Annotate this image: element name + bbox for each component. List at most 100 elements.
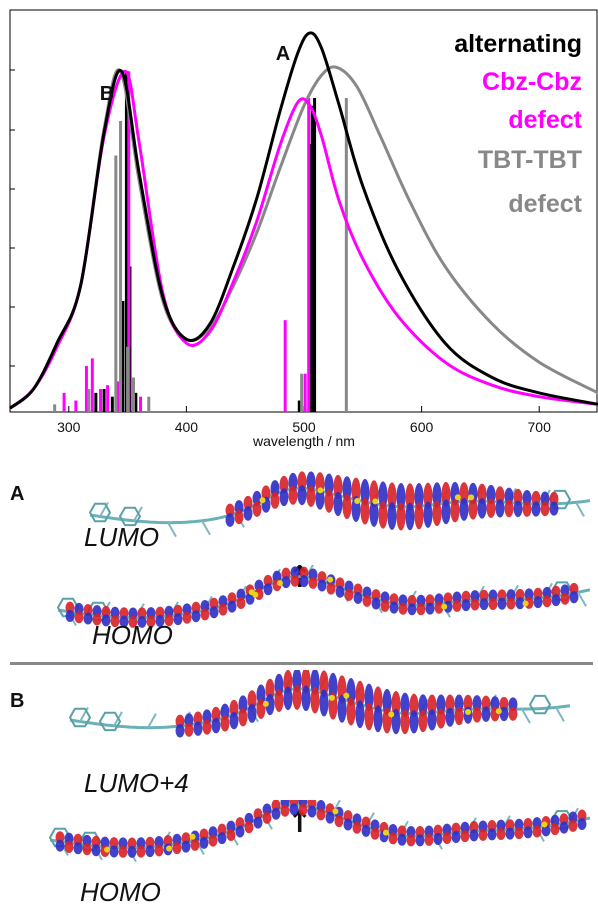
orbital-lobe: [490, 696, 500, 712]
orbital-lobe: [405, 502, 415, 531]
orbital-lobe: [436, 694, 446, 715]
orbital-lobe: [128, 607, 138, 620]
orbital-lobe: [292, 685, 302, 710]
orbital-lobe: [74, 602, 84, 615]
orbital-lobe: [235, 817, 245, 830]
orbital-lobe: [173, 604, 183, 617]
orbital-lobe: [182, 611, 192, 624]
orbital-lobe: [226, 820, 236, 833]
orbital-lobe: [388, 832, 398, 845]
orbital-lobe: [244, 812, 254, 825]
x-axis-label: wavelength / nm: [252, 433, 355, 449]
orbital-lobe: [352, 821, 362, 834]
orbital-lobe: [369, 499, 379, 527]
orbital-lobe: [451, 822, 461, 835]
orbital-lobe: [427, 709, 437, 731]
orbital-lobe: [364, 702, 374, 731]
orbital-lobe: [238, 695, 248, 714]
orbital-lobe: [569, 582, 579, 595]
orbital-lobe: [470, 598, 480, 611]
orbital-lobe: [137, 615, 147, 628]
orbital-lobe: [506, 597, 516, 610]
orbital-lobe: [175, 714, 185, 729]
orbital-lobe: [469, 829, 479, 842]
orbital-lobe: [290, 574, 300, 587]
orbital-lobe: [499, 706, 509, 722]
orbital-lobe: [407, 603, 417, 616]
sulfur-atom: [262, 700, 269, 707]
orbital-lobe: [64, 840, 74, 853]
orbital-lobe: [92, 613, 102, 626]
orbital-lobe: [441, 499, 451, 525]
orbital-lobe: [243, 495, 253, 511]
orbital-lobe: [389, 601, 399, 614]
orbital-lobe: [297, 471, 307, 492]
orbital-lobe: [334, 815, 344, 828]
orbital-lobe: [65, 609, 75, 622]
orbital-lobe: [433, 833, 443, 846]
orbital-lobe: [344, 588, 354, 601]
orbital-lobe: [181, 832, 191, 845]
orbital-lobe: [101, 614, 111, 627]
orbital-lobe: [136, 845, 146, 858]
orbital-lobe: [344, 580, 354, 593]
orbital-lobe: [488, 597, 498, 610]
orbital-lobe: [173, 613, 183, 626]
x-tick-label: 600: [410, 419, 434, 435]
orbital-lobe: [382, 707, 392, 734]
orbital-lobe: [109, 845, 119, 858]
sulfur-atom: [354, 497, 361, 504]
sulfur-atom: [332, 808, 339, 815]
orbital-lobe: [432, 482, 442, 509]
orbital-lobe: [290, 566, 300, 579]
orbital-lobe: [265, 678, 275, 701]
panel-a-homo-molecule: [56, 565, 591, 628]
orbital-lobe: [229, 699, 239, 718]
orbital-lobe: [226, 829, 236, 842]
orbital-lobe: [425, 594, 435, 607]
orbital-lobe: [382, 688, 392, 716]
orbital-lobe: [289, 803, 299, 816]
orbital-lobe: [505, 827, 515, 840]
orbital-lobe: [202, 709, 212, 725]
orbital-lobe: [236, 597, 246, 610]
orbital-lobe: [202, 719, 212, 735]
orbital-lobe: [199, 828, 209, 841]
orbital-lobe: [288, 472, 298, 492]
orbital-lobe: [319, 670, 329, 698]
orbital-lobe: [460, 830, 470, 843]
orbital-lobe: [387, 501, 397, 530]
orbital-lobe: [325, 803, 335, 816]
orbital-lobe: [513, 500, 523, 518]
orbital-lobe: [100, 836, 110, 849]
orbital-lobe: [299, 575, 309, 588]
orbital-lobe: [442, 832, 452, 845]
orbital-lobe: [505, 819, 515, 832]
orbital-lobe: [351, 477, 361, 504]
sulfur-atom: [276, 580, 283, 587]
orbital-lobe: [371, 589, 381, 602]
legend-entry: defect: [508, 190, 582, 218]
orbital-lobe: [461, 599, 471, 612]
panel-a-homo-label: HOMO: [92, 620, 173, 650]
orbital-lobe: [263, 583, 273, 596]
x-tick-label: 300: [57, 419, 81, 435]
orbital-lobe: [577, 817, 587, 830]
orbital-lobe: [469, 821, 479, 834]
orbital-lobe: [499, 696, 509, 712]
side-chain: [575, 501, 585, 517]
orbital-lobe: [261, 485, 271, 502]
aromatic-ring: [528, 694, 552, 715]
orbital-lobe: [549, 501, 559, 516]
orbital-lobe: [434, 601, 444, 614]
orbital-lobe: [524, 588, 534, 601]
orbital-lobe: [427, 694, 437, 716]
orbital-lobe: [442, 823, 452, 836]
orbital-lobe: [540, 501, 550, 517]
orbital-lobe: [73, 842, 83, 855]
panel-b-homo-label: HOMO: [80, 877, 161, 907]
orbital-lobe: [82, 834, 92, 847]
legend-entry: defect: [508, 106, 582, 134]
orbital-lobe: [416, 603, 426, 616]
orbital-lobe: [496, 828, 506, 841]
